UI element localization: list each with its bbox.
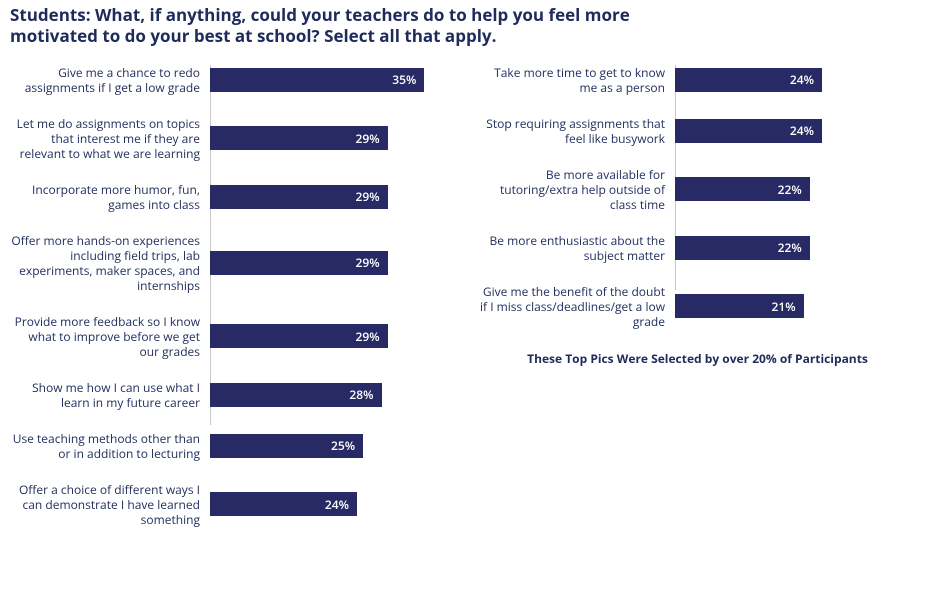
bar-area: 21% [675,294,920,318]
bar-value: 24% [325,496,349,513]
bar-row: Provide more feedback so I know what to … [10,314,455,359]
chart-title: Students: What, if anything, could your … [10,4,710,47]
bar-area: 22% [675,177,920,201]
bar-value: 29% [356,130,380,147]
bar-row: Let me do assignments on topics that int… [10,116,455,161]
bar-label: Offer more hands-on experiences includin… [10,233,210,293]
bar-row: Show me how I can use what I learn in my… [10,380,455,410]
bar-value: 22% [778,239,802,256]
bar-label: Stop requiring assignments that feel lik… [475,116,675,146]
bar-label: Be more enthusiastic about the subject m… [475,233,675,263]
bar-label: Offer a choice of different ways I can d… [10,482,210,527]
bar-area: 29% [210,126,455,150]
bar-value: 28% [349,386,373,403]
bar-row: Give me a chance to redo assignments if … [10,65,455,95]
bar-row: Be more enthusiastic about the subject m… [475,233,920,263]
bar: 28% [210,383,382,407]
bar-area: 29% [210,185,455,209]
right-column: Take more time to get to know me as a pe… [475,65,920,548]
chart-columns: Give me a chance to redo assignments if … [10,65,918,548]
bar-area: 24% [675,68,920,92]
bar: 29% [210,324,388,348]
bar-row: Offer more hands-on experiences includin… [10,233,455,293]
bar-area: 29% [210,324,455,348]
bar-row: Offer a choice of different ways I can d… [10,482,455,527]
bar-value: 25% [331,437,355,454]
bar-row: Incorporate more humor, fun, games into … [10,182,455,212]
bar: 25% [210,434,363,458]
bar-area: 24% [675,119,920,143]
bar-area: 25% [210,434,455,458]
footnote: These Top Pics Were Selected by over 20%… [475,350,920,367]
bar-value: 35% [392,71,416,88]
bar: 21% [675,294,804,318]
bar-row: Be more available for tutoring/extra hel… [475,167,920,212]
bar-value: 21% [772,298,796,315]
bar: 22% [675,177,810,201]
bar: 29% [210,185,388,209]
bar: 22% [675,236,810,260]
bar: 29% [210,251,388,275]
bar-area: 24% [210,492,455,516]
bar-label: Use teaching methods other than or in ad… [10,431,210,461]
bar: 24% [675,68,822,92]
bar-row: Take more time to get to know me as a pe… [475,65,920,95]
bar-label: Take more time to get to know me as a pe… [475,65,675,95]
bar-area: 35% [210,68,455,92]
bar-row: Use teaching methods other than or in ad… [10,431,455,461]
bar-area: 22% [675,236,920,260]
bar-label: Give me a chance to redo assignments if … [10,65,210,95]
bar-label: Incorporate more humor, fun, games into … [10,182,210,212]
bar-row: Give me the benefit of the doubt if I mi… [475,284,920,329]
bar: 24% [210,492,357,516]
bar: 24% [675,119,822,143]
bar-label: Show me how I can use what I learn in my… [10,380,210,410]
bar: 29% [210,126,388,150]
bar-value: 29% [356,254,380,271]
bar-label: Provide more feedback so I know what to … [10,314,210,359]
bar-label: Let me do assignments on topics that int… [10,116,210,161]
bar-value: 29% [356,188,380,205]
bar-value: 29% [356,328,380,345]
bar-value: 24% [790,122,814,139]
bar-area: 29% [210,251,455,275]
bar-row: Stop requiring assignments that feel lik… [475,116,920,146]
bar: 35% [210,68,424,92]
left-column: Give me a chance to redo assignments if … [10,65,455,548]
bar-label: Be more available for tutoring/extra hel… [475,167,675,212]
bar-area: 28% [210,383,455,407]
bar-value: 22% [778,181,802,198]
bar-value: 24% [790,71,814,88]
bar-label: Give me the benefit of the doubt if I mi… [475,284,675,329]
